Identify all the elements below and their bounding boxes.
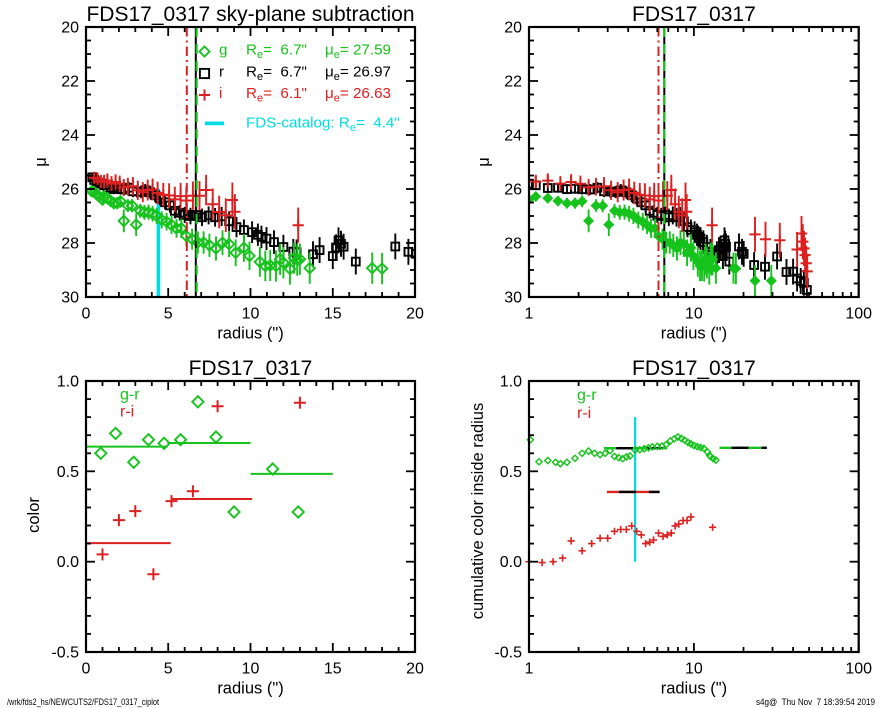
svg-text:24: 24: [504, 128, 522, 145]
svg-text:10: 10: [685, 661, 703, 678]
svg-text:1.0: 1.0: [500, 374, 522, 391]
svg-text:r: r: [219, 64, 224, 81]
svg-text:cumulative color inside radius: cumulative color inside radius: [469, 403, 487, 619]
svg-text:i: i: [219, 85, 222, 102]
svg-text:0: 0: [82, 661, 91, 678]
svg-text:Re= 6.7": Re= 6.7": [246, 64, 307, 84]
svg-text:g-r: g-r: [120, 387, 140, 404]
svg-text:26: 26: [504, 182, 522, 199]
svg-text:20: 20: [406, 306, 424, 323]
svg-text:FDS17_0317: FDS17_0317: [189, 357, 313, 380]
svg-text:FDS17_0317: FDS17_0317: [632, 3, 756, 26]
svg-text:28: 28: [504, 236, 522, 253]
svg-text:26: 26: [61, 182, 79, 199]
svg-text:15: 15: [324, 306, 342, 323]
svg-text:20: 20: [61, 20, 79, 37]
svg-text:20: 20: [504, 20, 522, 37]
svg-text:μ: μ: [32, 157, 50, 167]
svg-text:radius ("): radius ("): [217, 325, 283, 343]
svg-text:g: g: [219, 42, 227, 59]
svg-text:15: 15: [324, 661, 342, 678]
svg-text:100: 100: [845, 661, 872, 678]
svg-text:FDS17_0317: FDS17_0317: [632, 357, 756, 380]
svg-text:FDS-catalog: Re= 4.4": FDS-catalog: Re= 4.4": [246, 115, 400, 135]
svg-text:28: 28: [61, 236, 79, 253]
svg-text:color: color: [25, 497, 43, 533]
svg-text:g-r: g-r: [577, 387, 597, 404]
svg-text:30: 30: [61, 290, 79, 307]
svg-text:10: 10: [685, 306, 703, 323]
svg-text:100: 100: [845, 306, 872, 323]
svg-text:1: 1: [525, 306, 534, 323]
svg-text:r-i: r-i: [577, 405, 591, 422]
svg-text:24: 24: [61, 128, 79, 145]
svg-text:radius ("): radius ("): [217, 680, 283, 698]
svg-text:-0.5: -0.5: [51, 645, 79, 662]
svg-text:30: 30: [504, 290, 522, 307]
svg-text:/wrk/fds2_hs/NEWCUTS2/FDS17_03: /wrk/fds2_hs/NEWCUTS2/FDS17_0317_ciplot: [7, 697, 159, 707]
svg-text:1.0: 1.0: [57, 374, 79, 391]
svg-text:Re= 6.7": Re= 6.7": [246, 42, 307, 62]
svg-text:-0.5: -0.5: [494, 645, 522, 662]
svg-text:10: 10: [242, 306, 260, 323]
svg-text:0: 0: [82, 306, 91, 323]
svg-text:5: 5: [164, 661, 173, 678]
svg-text:1: 1: [525, 661, 534, 678]
svg-text:Re= 6.1": Re= 6.1": [246, 85, 307, 105]
svg-text:μe= 27.59: μe= 27.59: [325, 42, 391, 62]
svg-text:22: 22: [61, 74, 79, 91]
svg-text:0.0: 0.0: [57, 554, 79, 571]
svg-text:μe= 26.97: μe= 26.97: [325, 64, 391, 84]
svg-text:radius ("): radius ("): [661, 325, 727, 343]
svg-text:0.5: 0.5: [500, 464, 522, 481]
svg-text:0.5: 0.5: [57, 464, 79, 481]
svg-text:μe= 26.63: μe= 26.63: [325, 85, 391, 105]
svg-text:22: 22: [504, 74, 522, 91]
svg-text:μ: μ: [475, 157, 493, 167]
svg-text:s4g@ Thu Nov 7 18:39:54 2019: s4g@ Thu Nov 7 18:39:54 2019: [756, 697, 875, 707]
svg-text:5: 5: [164, 306, 173, 323]
svg-text:FDS17_0317 sky-plane subtracti: FDS17_0317 sky-plane subtraction: [86, 3, 414, 26]
svg-text:r-i: r-i: [120, 404, 134, 421]
svg-text:0.0: 0.0: [500, 554, 522, 571]
svg-text:20: 20: [406, 661, 424, 678]
svg-text:radius ("): radius ("): [661, 680, 727, 698]
svg-text:10: 10: [242, 661, 260, 678]
